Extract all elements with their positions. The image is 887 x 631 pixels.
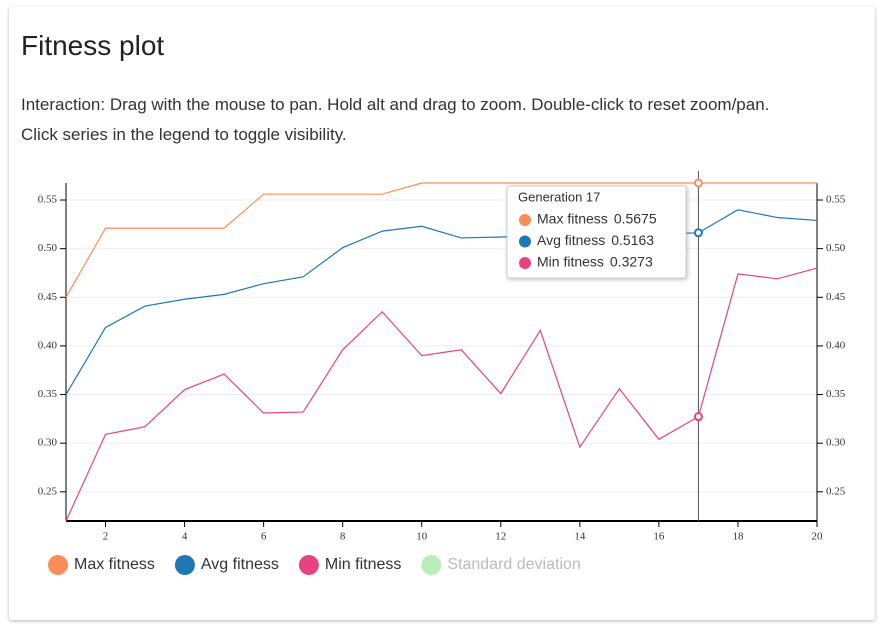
x-tick-label: 20 xyxy=(812,531,824,543)
tooltip-name: Max fitness xyxy=(537,211,608,227)
highlight-point xyxy=(693,228,703,238)
y2-tick-label: 0.55 xyxy=(826,194,846,206)
legend-label[interactable]: Avg fitness xyxy=(201,556,279,573)
y2-tick-label: 0.50 xyxy=(826,242,846,254)
legend-swatch[interactable] xyxy=(174,555,195,575)
tooltip-value: 0.5675 xyxy=(614,211,657,227)
x-tick-label: 2 xyxy=(103,531,109,543)
instructions: Interaction: Drag with the mouse to pan.… xyxy=(21,95,770,114)
y2-tick-label: 0.30 xyxy=(826,437,846,449)
legend-label[interactable]: Standard deviation xyxy=(447,556,580,573)
x-tick-label: 4 xyxy=(182,531,188,543)
x-tick-label: 8 xyxy=(340,531,346,543)
series-line xyxy=(65,209,818,395)
x-tick-label: 14 xyxy=(574,531,586,543)
y2-tick-label: 0.35 xyxy=(826,388,846,400)
x-tick-label: 18 xyxy=(732,531,744,543)
legend-label[interactable]: Min fitness xyxy=(325,556,401,573)
legend-swatch[interactable] xyxy=(48,555,68,575)
tooltip-name: Min fitness xyxy=(537,254,604,270)
y-tick-label: 0.35 xyxy=(38,388,58,400)
y-tick-label: 0.40 xyxy=(38,339,58,351)
legend-swatch[interactable] xyxy=(421,555,442,575)
x-tick-label: 6 xyxy=(261,531,267,543)
tooltip-value: 0.5163 xyxy=(611,232,654,248)
highlight-point xyxy=(693,178,703,188)
tooltip: Generation 17 Max fitness 0.5675 Avg fitnes… xyxy=(506,185,687,279)
y2-tick-label: 0.40 xyxy=(826,339,846,351)
tooltip-value: 0.3273 xyxy=(610,254,653,270)
x-tick-label: 10 xyxy=(416,531,428,543)
tooltip-swatch xyxy=(519,257,531,269)
y2-tick-label: 0.45 xyxy=(826,291,846,303)
x-tick-label: 12 xyxy=(495,531,506,543)
y2-tick-label: 0.25 xyxy=(826,485,846,497)
series-line xyxy=(65,182,817,298)
series-line xyxy=(65,267,818,522)
card xyxy=(9,7,875,620)
highlight-point xyxy=(693,412,703,422)
tooltip-swatch xyxy=(519,235,531,248)
tooltip-box xyxy=(506,185,687,279)
y-tick-label: 0.25 xyxy=(38,485,58,497)
instructions: Click series in the legend to toggle vis… xyxy=(21,125,347,144)
legend-label[interactable]: Max fitness xyxy=(74,556,155,573)
x-tick-label: 16 xyxy=(653,531,665,543)
title: Fitness plot xyxy=(21,30,165,61)
legend-swatch[interactable] xyxy=(298,555,319,575)
y-tick-label: 0.45 xyxy=(38,291,58,303)
y-tick-label: 0.55 xyxy=(38,194,58,206)
tooltip-title: Generation 17 xyxy=(518,189,600,204)
y-tick-label: 0.50 xyxy=(38,242,58,254)
tooltip-swatch xyxy=(519,214,531,226)
y-tick-label: 0.30 xyxy=(38,437,58,449)
tooltip-name: Avg fitness xyxy=(537,232,605,248)
